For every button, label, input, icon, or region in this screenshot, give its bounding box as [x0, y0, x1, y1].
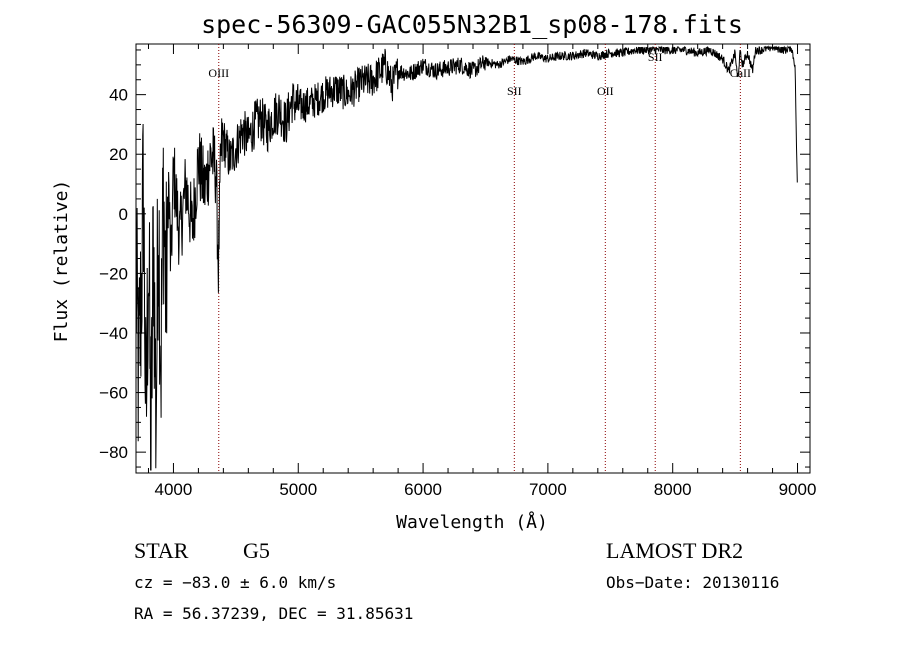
object-class: STAR [134, 538, 189, 563]
spectrum-line [135, 45, 798, 471]
x-axis: 4000 5000 6000 7000 8000 9000 [147, 44, 817, 499]
line-markers: OIII SII OII SII CaII [208, 44, 751, 473]
redshift-cz: cz = −83.0 ± 6.0 km/s [134, 573, 336, 592]
y-tick-label: −80 [99, 443, 128, 462]
y-tick-label: −60 [99, 384, 128, 403]
chart-title: spec-56309-GAC055N32B1_sp08-178.fits [201, 10, 743, 39]
x-tick-label: 8000 [654, 480, 692, 499]
object-subclass: G5 [243, 538, 270, 563]
annotation-label: CaII [730, 66, 751, 80]
y-axis-label: Flux (relative) [51, 180, 72, 343]
annotation-label: SII [507, 84, 522, 98]
x-tick-label: 4000 [155, 480, 193, 499]
y-tick-label: 0 [119, 205, 128, 224]
x-tick-label: 7000 [529, 480, 567, 499]
y-tick-label: −20 [99, 264, 128, 283]
ra-dec: RA = 56.37239, DEC = 31.85631 [134, 604, 413, 623]
annotation-label: SII [648, 50, 663, 64]
annotation-label: OII [597, 84, 614, 98]
y-tick-label: −40 [99, 324, 128, 343]
observation-date: Obs−Date: 20130116 [606, 573, 779, 592]
annotation-label: OIII [208, 66, 229, 80]
y-axis: −80 −60 −40 −20 0 20 40 [99, 49, 810, 468]
x-tick-label: 5000 [279, 480, 317, 499]
y-tick-label: 20 [109, 145, 128, 164]
survey-name: LAMOST DR2 [606, 538, 743, 563]
x-tick-label: 6000 [404, 480, 442, 499]
y-tick-label: 40 [109, 86, 128, 105]
x-axis-label: Wavelength (Å) [396, 511, 548, 533]
plot-frame [135, 43, 811, 474]
x-tick-label: 9000 [779, 480, 817, 499]
